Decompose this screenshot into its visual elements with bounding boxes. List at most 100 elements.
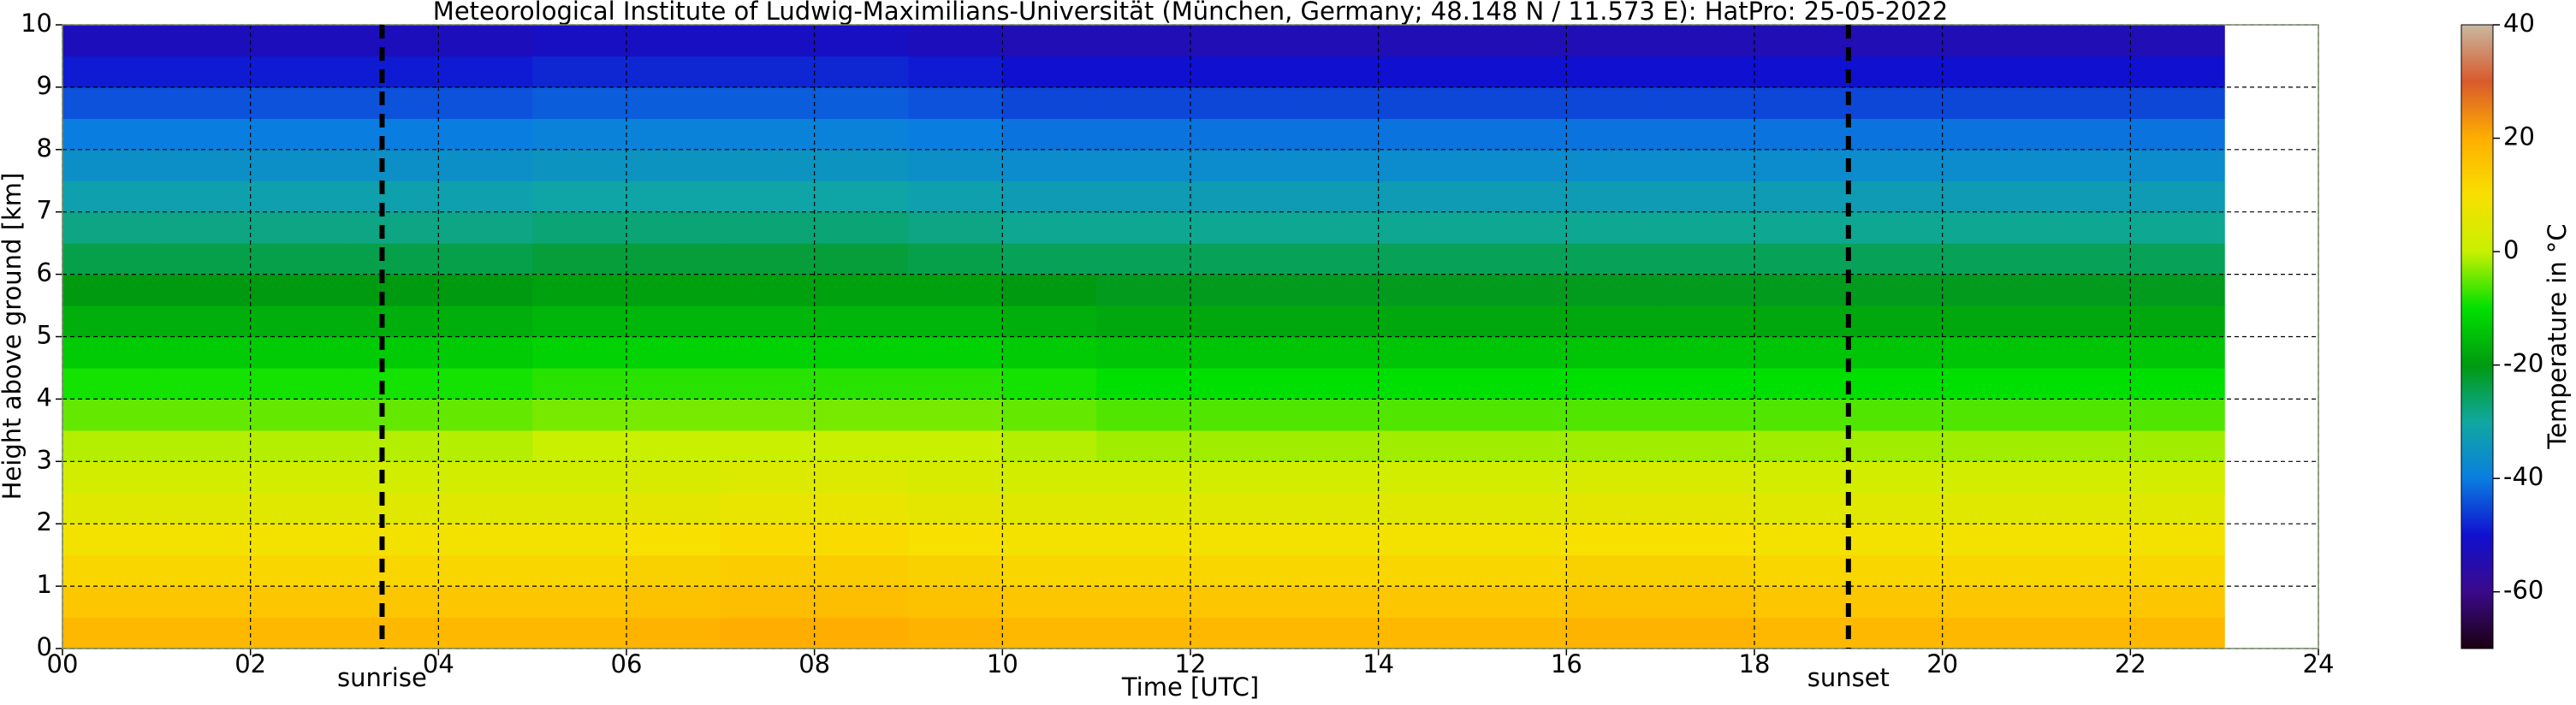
heatmap-cell: [1378, 524, 1474, 556]
heatmap-cell: [1848, 524, 1944, 556]
heatmap-cell: [250, 305, 346, 338]
heatmap-cell: [532, 461, 627, 494]
colorbar-tick-label: -20: [2503, 349, 2543, 378]
heatmap-cell: [1942, 367, 2038, 400]
heatmap-cell: [1848, 554, 1944, 587]
heatmap-cell: [532, 243, 627, 275]
heatmap-cell: [438, 181, 533, 213]
heatmap-cell: [1472, 305, 1567, 338]
colorbar-tick-label: -40: [2503, 462, 2543, 491]
colorbar-tick-label: 20: [2503, 122, 2535, 151]
heatmap-cell: [1660, 554, 1755, 587]
heatmap-cell: [1472, 461, 1567, 494]
heatmap-cell: [1566, 524, 1661, 556]
heatmap-cell: [1660, 399, 1755, 431]
heatmap-cell: [1848, 461, 1944, 494]
heatmap-cell: [2036, 243, 2131, 275]
heatmap-cell: [1190, 274, 1285, 306]
heatmap-cell: [1378, 243, 1474, 275]
heatmap-cell: [1754, 243, 1849, 275]
heatmap-cell: [62, 149, 157, 181]
y-tick-label: 4: [37, 382, 52, 412]
heatmap-cell: [532, 118, 627, 151]
heatmap-cell: [1566, 181, 1661, 213]
heatmap-cell: [1472, 399, 1567, 431]
heatmap-cell: [1942, 243, 2038, 275]
heatmap-cell: [1096, 399, 1191, 431]
heatmap-cell: [62, 492, 157, 524]
heatmap-cell: [1660, 430, 1755, 462]
heatmap-cell: [438, 554, 533, 587]
heatmap-cell: [532, 56, 627, 88]
heatmap-cell: [1002, 86, 1097, 119]
heatmap-cell: [1472, 336, 1567, 369]
x-tick-label: 08: [798, 649, 830, 678]
heatmap-cell: [156, 211, 252, 244]
heatmap-cell: [2036, 149, 2131, 181]
heatmap-cell: [1942, 430, 2038, 462]
heatmap-cell: [1942, 554, 2038, 587]
heatmap-cell: [156, 181, 252, 213]
heatmap-cell: [1942, 86, 2038, 119]
heatmap-cell: [2130, 399, 2225, 431]
heatmap-cell: [1660, 461, 1755, 494]
heatmap-cell: [1190, 211, 1285, 244]
heatmap-cell: [1472, 274, 1567, 306]
heatmap-cell: [908, 305, 1003, 338]
heatmap-cell: [1566, 367, 1661, 400]
heatmap-cell: [438, 149, 533, 181]
heatmap-cell: [2036, 56, 2131, 88]
heatmap-cell: [1566, 56, 1661, 88]
heatmap-cell: [1472, 430, 1567, 462]
x-tick-label: 02: [234, 649, 266, 678]
heatmap-cell: [1190, 554, 1285, 587]
heatmap-cell: [1002, 149, 1097, 181]
heatmap-cell: [344, 243, 439, 275]
heatmap-cell: [1848, 617, 1944, 649]
heatmap-cell: [1754, 86, 1849, 119]
heatmap-cell: [1096, 554, 1191, 587]
heatmap-cell: [344, 367, 439, 400]
heatmap-cell: [532, 86, 627, 119]
heatmap-cell: [438, 118, 533, 151]
heatmap-cell: [2036, 305, 2131, 338]
heatmap-cell: [62, 56, 157, 88]
heatmap-cell: [438, 586, 533, 619]
heatmap-cell: [532, 367, 627, 400]
heatmap-cell: [720, 586, 816, 619]
y-tick-label: 8: [37, 133, 52, 163]
heatmap-cell: [250, 617, 346, 649]
heatmap-cell: [62, 118, 157, 151]
heatmap-cell: [1942, 336, 2038, 369]
heatmap-cell: [1284, 305, 1380, 338]
heatmap-cell: [626, 274, 721, 306]
heatmap-cell: [626, 367, 721, 400]
heatmap-cell: [250, 554, 346, 587]
heatmap-cell: [720, 118, 816, 151]
heatmap-cell: [438, 56, 533, 88]
heatmap-cell: [1942, 211, 2038, 244]
heatmap-cell: [1848, 56, 1944, 88]
heatmap-cell: [2130, 586, 2225, 619]
heatmap-cell: [1848, 149, 1944, 181]
heatmap-cell: [1754, 367, 1849, 400]
heatmap-cell: [1190, 586, 1285, 619]
heatmap-cell: [1378, 86, 1474, 119]
heatmap-cell: [1096, 181, 1191, 213]
heatmap-cell: [62, 274, 157, 306]
heatmap-cell: [814, 211, 910, 244]
heatmap-cell: [1848, 211, 1944, 244]
heatmap-cell: [626, 524, 721, 556]
heatmap-cell: [720, 399, 816, 431]
heatmap-cell: [438, 86, 533, 119]
heatmap-cell: [438, 617, 533, 649]
heatmap-cell: [1378, 25, 1474, 57]
heatmap-cell: [1754, 399, 1849, 431]
heatmap-cell: [1566, 586, 1661, 619]
heatmap-cell: [1942, 586, 2038, 619]
y-axis-label: Height above ground [km]: [0, 173, 27, 501]
heatmap-cell: [438, 461, 533, 494]
heatmap-cell: [250, 86, 346, 119]
x-tick-label: 04: [423, 649, 454, 678]
heatmap-cell: [908, 86, 1003, 119]
